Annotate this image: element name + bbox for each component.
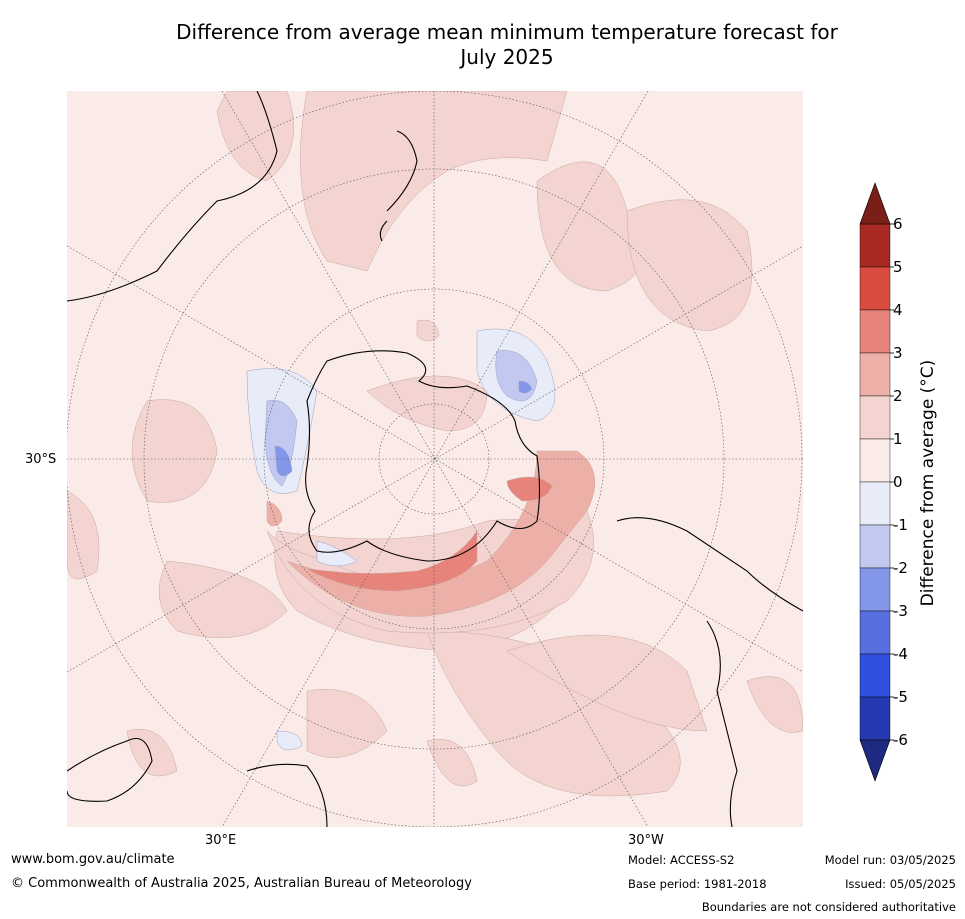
- colorbar-segment: [859, 696, 891, 741]
- colorbar-tick-label: 4: [893, 301, 903, 319]
- colorbar-tick-label: 2: [893, 387, 903, 405]
- colorbar-tick-label: 3: [893, 344, 903, 362]
- australia-coast: [67, 91, 278, 302]
- colorbar-tick-label: 5: [893, 258, 903, 276]
- colorbar-extend-max: [859, 182, 891, 225]
- madagascar-coast: [246, 763, 328, 827]
- warm-anomaly-ring: [266, 319, 596, 634]
- colorbar-segment: [859, 524, 891, 569]
- colorbar-tick-label: -1: [893, 516, 908, 534]
- colorbar-segment: [859, 223, 891, 268]
- colorbar-segment: [859, 266, 891, 311]
- colorbar-tick-label: 0: [893, 473, 903, 491]
- footer-base-period: Base period: 1981-2018: [628, 877, 767, 891]
- title-line-1: Difference from average mean minimum tem…: [176, 20, 838, 44]
- colorbar-tick-label: -5: [893, 688, 908, 706]
- colorbar-segment: [859, 653, 891, 698]
- colorbar-extend-min: [859, 739, 891, 782]
- longitude-label-30w: 30°W: [628, 833, 664, 848]
- south-america-coast: [616, 517, 803, 827]
- map-title: Difference from average mean minimum tem…: [67, 20, 947, 70]
- graticule: [67, 91, 803, 827]
- colorbar-segment: [859, 352, 891, 397]
- colorbar-tick-label: -6: [893, 731, 908, 749]
- footer-website: www.bom.gov.au/climate: [11, 852, 175, 867]
- latitude-label-30s: 30°S: [25, 452, 57, 467]
- footer-copyright: © Commonwealth of Australia 2025, Austra…: [11, 876, 472, 891]
- colorbar-segment: [859, 610, 891, 655]
- coastlines: [67, 91, 803, 827]
- south-africa-coast: [67, 737, 153, 802]
- colorbar-segment: [859, 438, 891, 483]
- colorbar-tick-label: -3: [893, 602, 908, 620]
- colorbar-title: Difference from average (°C): [918, 359, 938, 607]
- footer-model-run: Model run: 03/05/2025: [824, 853, 956, 867]
- colorbar-tick-label: -2: [893, 559, 908, 577]
- colorbar-segment: [859, 395, 891, 440]
- colorbar-ticks: 6 5 4 3 2 1 0 -1 -2 -3 -4 -5 -6: [890, 215, 908, 749]
- footer-issued: Issued: 05/05/2025: [845, 877, 956, 891]
- colorbar: 6 5 4 3 2 1 0 -1 -2 -3 -4 -5 -6: [859, 182, 908, 782]
- colorbar-segment: [859, 481, 891, 526]
- colorbar-tick-label: -4: [893, 645, 908, 663]
- antarctica-coast: [305, 350, 541, 562]
- forecast-map: [67, 91, 803, 827]
- new-zealand-coast: [379, 130, 418, 242]
- longitude-label-30e: 30°E: [205, 833, 237, 848]
- cold-anomaly-zones: [246, 328, 556, 751]
- footer-disclaimer: Boundaries are not considered authoritat…: [701, 900, 956, 914]
- colorbar-tick-label: 6: [893, 215, 903, 233]
- colorbar-tick-label: 1: [893, 430, 903, 448]
- title-line-2: July 2025: [460, 45, 554, 69]
- footer-model: Model: ACCESS-S2: [628, 853, 735, 867]
- colorbar-segment: [859, 567, 891, 612]
- colorbar-segment: [859, 309, 891, 354]
- colorbar-segments: [859, 223, 891, 741]
